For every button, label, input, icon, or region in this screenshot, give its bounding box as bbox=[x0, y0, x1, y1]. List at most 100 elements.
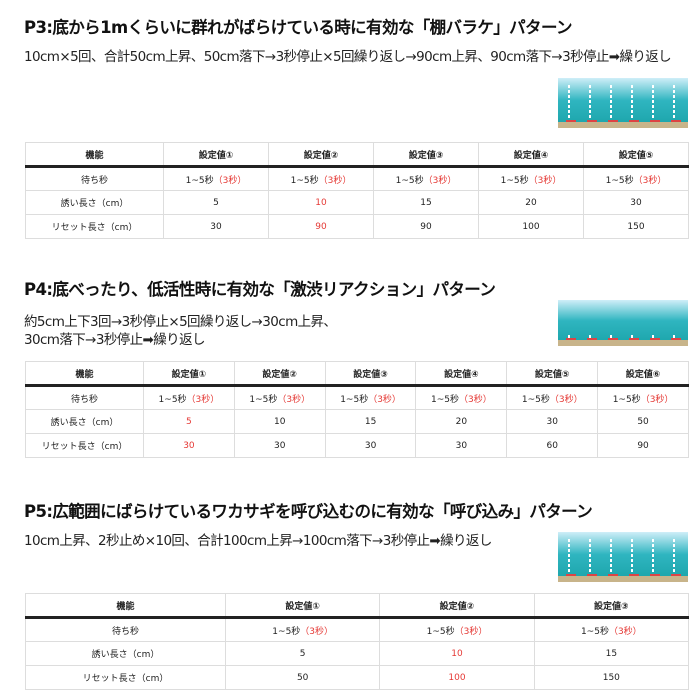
motion-arrow bbox=[652, 539, 654, 575]
cell-value: 待ち秒 bbox=[80, 175, 108, 186]
table-cell: 1~5秒（3秒） bbox=[506, 385, 599, 410]
recommended-value: 100 bbox=[448, 672, 466, 683]
motion-arrow bbox=[589, 335, 591, 339]
table-cell: 15 bbox=[533, 641, 689, 666]
motion-arrow bbox=[652, 335, 654, 339]
motion-arrow bbox=[610, 335, 612, 339]
pause-marker bbox=[650, 574, 660, 576]
motion-arrow bbox=[673, 539, 675, 575]
pause-marker bbox=[587, 338, 597, 340]
cell-value: 待ち秒 bbox=[111, 626, 139, 637]
settings-table: 機能 設定値① 設定値② 設定値③ 設定値④ 設定値⑤ 待ち秒 1~5秒（3秒） 1~5秒（3秒… bbox=[25, 142, 689, 239]
table-row: 誘い長さ（cm） 5 10 15 20 30 bbox=[25, 190, 689, 215]
table-cell: 10 bbox=[268, 190, 374, 215]
table-cell: 15 bbox=[324, 409, 417, 434]
table-cell: 20 bbox=[415, 409, 508, 434]
pattern-diagram-image bbox=[558, 300, 688, 346]
motion-arrow bbox=[631, 335, 633, 339]
cell-value: 10 bbox=[274, 416, 286, 427]
cell-value: 30 bbox=[546, 416, 558, 427]
recommended-value: （3秒） bbox=[459, 394, 492, 405]
column-header: 設定値① bbox=[143, 361, 235, 387]
recommended-value: （3秒） bbox=[300, 626, 334, 637]
column-header: 設定値⑤ bbox=[583, 142, 689, 168]
cell-value: 1~5秒 bbox=[185, 175, 214, 186]
table-cell: 1~5秒（3秒） bbox=[224, 617, 381, 642]
recommended-value: 10 bbox=[315, 197, 327, 208]
cell-value: 30 bbox=[455, 440, 468, 451]
recommended-value: 30 bbox=[183, 440, 195, 451]
recommended-value: （3秒） bbox=[549, 394, 583, 405]
table-cell: 50 bbox=[224, 665, 381, 690]
column-header: 設定値① bbox=[163, 142, 269, 168]
table-cell: 5 bbox=[143, 409, 235, 434]
recommended-value: （3秒） bbox=[640, 394, 674, 405]
table-cell: 30 bbox=[163, 214, 269, 239]
motion-arrow bbox=[652, 85, 654, 121]
motion-arrow bbox=[589, 85, 591, 121]
lake-bottom bbox=[558, 122, 688, 128]
cell-value: 誘い長さ（cm） bbox=[60, 199, 129, 209]
motion-arrow bbox=[631, 539, 633, 575]
cell-value: 1~5秒 bbox=[158, 394, 187, 405]
table-row: 誘い長さ（cm） 5 10 15 bbox=[25, 641, 689, 666]
column-header: 設定値③ bbox=[373, 142, 479, 168]
table-cell: 待ち秒 bbox=[25, 385, 144, 410]
table-header-row: 機能 設定値① 設定値② 設定値③ 設定値④ 設定値⑤ bbox=[25, 142, 689, 168]
table-cell: 15 bbox=[373, 190, 479, 215]
cell-value: 1~5秒 bbox=[290, 175, 319, 186]
motion-arrow bbox=[631, 85, 633, 121]
table-cell: 1~5秒（3秒） bbox=[533, 617, 689, 642]
table-row: リセット長さ（cm） 30 90 90 100 150 bbox=[25, 214, 689, 239]
cell-value: 1~5秒 bbox=[272, 626, 301, 637]
table-cell: 誘い長さ（cm） bbox=[25, 409, 144, 434]
table-cell: 1~5秒（3秒） bbox=[163, 166, 269, 191]
pause-marker bbox=[629, 120, 639, 122]
table-cell: リセット長さ（cm） bbox=[25, 214, 164, 239]
table-header-row: 機能 設定値① 設定値② 設定値③ bbox=[25, 593, 689, 619]
cell-value: リセット長さ（cm） bbox=[82, 674, 169, 684]
cell-value: 1~5秒 bbox=[605, 175, 634, 186]
column-header: 設定値② bbox=[268, 142, 374, 168]
cell-value: 5 bbox=[213, 197, 219, 208]
table-cell: 1~5秒（3秒） bbox=[597, 385, 689, 410]
table-cell: 60 bbox=[506, 433, 599, 458]
cell-value: 1~5秒 bbox=[580, 626, 609, 637]
pause-marker bbox=[608, 120, 618, 122]
table-cell: 30 bbox=[143, 433, 235, 458]
pause-marker bbox=[566, 120, 576, 122]
column-header: 設定値③ bbox=[324, 361, 417, 387]
table-cell: 90 bbox=[597, 433, 689, 458]
column-header: 機能 bbox=[25, 593, 226, 619]
cell-value: 50 bbox=[637, 416, 649, 427]
table-cell: 1~5秒（3秒） bbox=[373, 166, 479, 191]
cell-value: 15 bbox=[420, 197, 432, 208]
pause-marker bbox=[671, 574, 681, 576]
pause-marker bbox=[671, 338, 681, 340]
motion-arrow bbox=[589, 539, 591, 575]
table-cell: 待ち秒 bbox=[25, 617, 226, 642]
cell-value: 30 bbox=[364, 440, 377, 451]
cell-value: 15 bbox=[605, 648, 618, 659]
table-cell: 1~5秒（3秒） bbox=[324, 385, 417, 410]
lake-bottom bbox=[558, 340, 688, 346]
cell-value: 30 bbox=[210, 221, 222, 232]
pattern-title: P3:底から1mくらいに群れがばらけている時に有効な「棚バラケ」パターン bbox=[24, 18, 573, 37]
settings-table: 機能 設定値① 設定値② 設定値③ 設定値④ 設定値⑤ 設定値⑥ 待ち秒 1~5秒（3秒） 1~5… bbox=[25, 361, 689, 458]
table-cell: 1~5秒（3秒） bbox=[268, 166, 374, 191]
cell-value: 5 bbox=[299, 648, 306, 659]
cell-value: 1~5秒 bbox=[612, 394, 641, 405]
table-cell: 5 bbox=[163, 190, 269, 215]
table-cell: 1~5秒（3秒） bbox=[583, 166, 689, 191]
cell-value: 1~5秒 bbox=[340, 394, 369, 405]
table-row: リセット長さ（cm） 30 30 30 30 60 90 bbox=[25, 433, 689, 458]
cell-value: 誘い長さ（cm） bbox=[50, 418, 119, 428]
pattern-description: 約5cm上下3回→3秒停止×5回繰り返し→30cm上昇、 bbox=[24, 314, 337, 330]
table-cell: 150 bbox=[533, 665, 689, 690]
recommended-value: （3秒） bbox=[318, 175, 352, 186]
cell-value: 待ち秒 bbox=[70, 394, 98, 405]
motion-arrow bbox=[673, 85, 675, 121]
motion-arrow bbox=[610, 85, 612, 121]
recommended-value: 5 bbox=[186, 416, 192, 427]
pause-marker bbox=[629, 574, 639, 576]
